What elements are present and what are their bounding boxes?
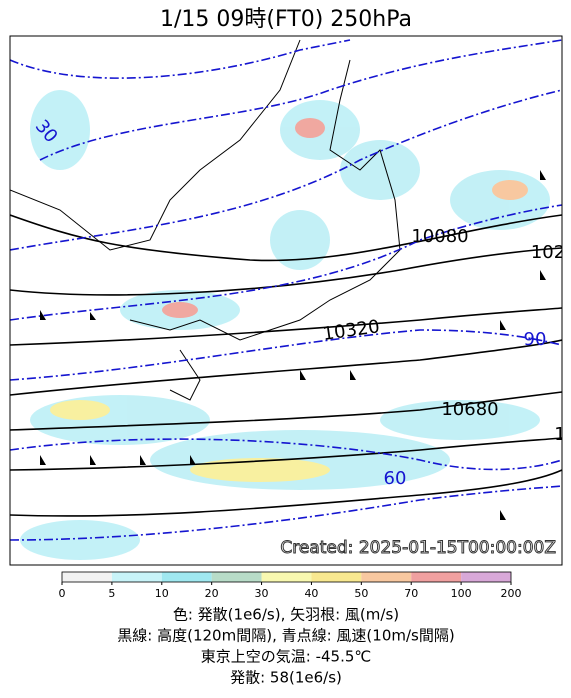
- map-frame: [9, 35, 563, 566]
- contour-label: 10080: [411, 226, 468, 247]
- caption-line: 色: 発散(1e6/s), 矢羽根: 風(m/s): [173, 606, 399, 624]
- contour-label: 10680: [441, 399, 498, 420]
- colorbar-segment: [161, 572, 212, 582]
- colorbar-segment: [62, 572, 112, 582]
- colorbar-frame: [61, 571, 512, 583]
- colorbar: 0 5 10 20 30 40 50 70 100 200: [59, 571, 522, 600]
- created-stamp: Created: 2025-01-15T00:00:00Z: [280, 538, 556, 558]
- colorbar-tick-label: 70: [404, 587, 418, 600]
- colorbar-segment: [411, 572, 462, 582]
- colorbar-segment: [211, 572, 262, 582]
- colorbar-tick-label: 0: [59, 587, 66, 600]
- caption: 色: 発散(1e6/s), 矢羽根: 風(m/s) 黒線: 高度(120m間隔)…: [117, 606, 454, 687]
- colorbar-segment: [461, 572, 511, 582]
- title: 1/15 09時(FT0) 250hPa: [160, 7, 412, 32]
- wind-contours: [10, 39, 562, 541]
- contour-label: 90: [524, 329, 547, 350]
- colorbar-tick-label: 5: [108, 587, 115, 600]
- colorbar-tick-label: 40: [304, 587, 318, 600]
- divergence-high: [50, 118, 528, 482]
- colorbar-segment: [261, 572, 312, 582]
- colorbar-tick-label: 50: [354, 587, 368, 600]
- height-contours: [10, 214, 562, 517]
- caption-line: 発散: 58(1e6/s): [230, 669, 342, 687]
- map: 30 10080 102 10320 90 10680 60 1 Created…: [9, 35, 565, 566]
- colorbar-tick-label: 200: [501, 587, 522, 600]
- colorbar-segment: [361, 572, 412, 582]
- colorbar-segment: [311, 572, 362, 582]
- colorbar-tick-label: 10: [155, 587, 169, 600]
- contour-label: 102: [531, 242, 565, 263]
- colorbar-segment: [111, 572, 162, 582]
- contour-label: 60: [384, 468, 407, 489]
- colorbar-tick-label: 30: [255, 587, 269, 600]
- contour-label: 1: [554, 424, 565, 445]
- caption-line: 黒線: 高度(120m間隔), 青点線: 風速(10m/s間隔): [117, 627, 454, 645]
- colorbar-tick-label: 100: [451, 587, 472, 600]
- caption-line: 東京上空の気温: -45.5℃: [201, 648, 371, 666]
- colorbar-tick-label: 20: [205, 587, 219, 600]
